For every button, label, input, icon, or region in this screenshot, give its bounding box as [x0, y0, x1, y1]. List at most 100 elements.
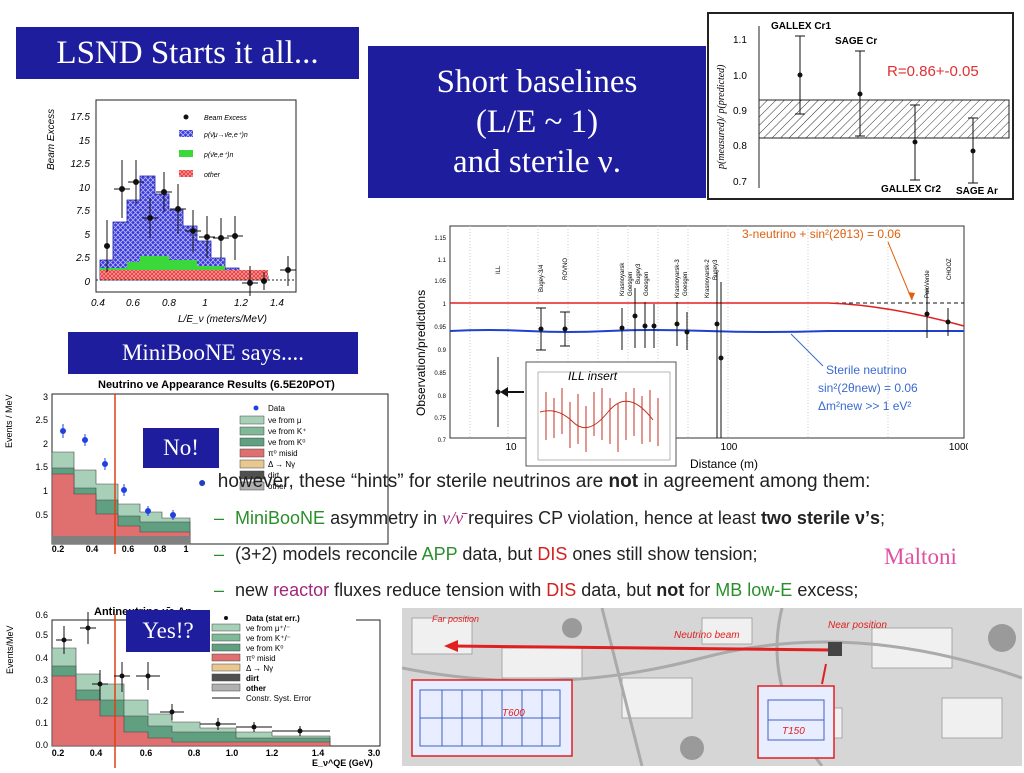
sub1-t3: ;: [880, 508, 886, 528]
gallex-tick-1: 1.1: [733, 35, 747, 46]
sub1-t2: requires CP violation, hence at least: [463, 508, 761, 528]
anu-xtick-7: 1.4: [312, 748, 325, 758]
anu-legend: Data (stat err.) νe from μ⁺/⁻ νe from K⁺…: [206, 614, 356, 710]
lsnd-legend-1: Beam Excess: [204, 115, 247, 122]
nu-legend-1: Data: [268, 404, 285, 413]
anu-legend-3: νe from K⁺/⁻: [246, 634, 291, 643]
reactor-ylabel: Observation/predictions: [414, 290, 428, 416]
title-box: LSND Starts it all...: [16, 27, 359, 79]
reactor-exp-6: Bugey3: [636, 263, 642, 284]
lsnd-legend-4: other: [204, 172, 221, 179]
reactor-blue-line: [449, 329, 964, 333]
sub2-t1: (3+2) models reconcile: [235, 544, 422, 564]
no-text: No!: [163, 435, 199, 460]
gallex-label-1: GALLEX Cr1: [771, 21, 831, 32]
map-label-far: Far position: [432, 614, 479, 624]
lsnd-ytick-2: 15: [79, 136, 91, 147]
bullet-sub-3: – new reactor fluxes reduce tension with…: [214, 580, 858, 601]
bullet-dash-2: –: [214, 544, 225, 564]
miniboone-text: MiniBooNE says....: [121, 340, 305, 365]
lsnd-xtick-1: 0.4: [91, 298, 105, 309]
reactor-exp-2: Bugey-3/4: [539, 264, 545, 292]
yes-text: Yes!?: [142, 618, 194, 643]
reactor-ytick-8: 0.8: [438, 394, 447, 400]
t600-detector: T600: [411, 679, 573, 757]
nu-ytick-6: 0.5: [35, 510, 48, 520]
lsnd-ytick-4: 10: [79, 183, 91, 194]
anu-xtick-8: 3.0: [368, 748, 381, 758]
lsnd-ytick-7: 2.5: [75, 253, 90, 264]
reactor-exp-1: ILL: [496, 265, 502, 274]
lsnd-xtick-4: 1: [202, 298, 208, 309]
sub3-t4: for: [684, 580, 716, 600]
reactor-xtick-2: 100: [721, 442, 738, 453]
nu-xtick-1: 0.2: [52, 544, 65, 554]
lsnd-xtick-5: 1.2: [234, 298, 248, 309]
reactor-ytick-1: 1.15: [434, 236, 446, 242]
nu-ytick-3: 2: [43, 439, 48, 449]
sub3-t1: new: [235, 580, 274, 600]
anu-xlabel: E_ν^QE (GeV): [312, 758, 373, 768]
gallex-annotation: R=0.86+-0.05: [887, 63, 979, 80]
bullet-main-bold: not: [608, 471, 639, 492]
anu-legend-1: Data (stat err.): [246, 614, 300, 623]
sub1-bold: two sterile ν’s: [760, 508, 880, 528]
nu-legend-6: Δ → Nγ: [268, 460, 295, 469]
lsnd-ytick-8: 0: [84, 277, 90, 288]
center-line-1: Short baselines: [436, 64, 638, 100]
lsnd-ytick-1: 17.5: [71, 112, 91, 123]
anu-legend-5: π⁰ misid: [246, 654, 276, 663]
sub3-dis: DIS: [546, 580, 577, 600]
reactor-xlabel: Distance (m): [690, 457, 758, 471]
nu-xtick-3: 0.6: [122, 544, 135, 554]
map-label-near: Near position: [828, 620, 887, 631]
reactor-ytick-4: 1: [443, 302, 447, 308]
gallex-label-2: SAGE Cr: [835, 36, 877, 47]
lsnd-xtick-6: 1.4: [270, 298, 284, 309]
lsnd-red-hist: [100, 270, 268, 280]
bullet-main: ● however, these “hints” for sterile neu…: [198, 471, 870, 493]
gallex-tick-2: 1.0: [733, 71, 747, 82]
nu-legend-8: other: [268, 482, 287, 491]
reactor-ann-sterile-2: sin²(2θnew) = 0.06: [818, 381, 918, 395]
sub3-t2: fluxes reduce tension with: [329, 580, 547, 600]
nu-legend-3: νe from K⁺: [268, 427, 306, 436]
t150-detector: T150: [757, 685, 835, 759]
anu-ytick-3: 0.4: [35, 653, 48, 663]
anu-data-points: [56, 612, 330, 736]
lsnd-ylabel: Beam Excess: [46, 109, 57, 170]
gallex-chart: p(measured)/ p(predicted) 1.1 1.0 0.9 0.…: [707, 12, 1014, 200]
map-label-beam: Neutrino beam: [674, 630, 740, 641]
nu-ytick-1: 3: [43, 392, 48, 402]
lsnd-ytick-5: 7.5: [76, 206, 90, 217]
nu-legend-4: νe from K⁰: [268, 438, 305, 447]
lsnd-xlabel: L/E_ν (meters/MeV): [178, 314, 267, 325]
anu-ytick-6: 0.1: [35, 718, 48, 728]
reactor-xtick-1: 10: [505, 442, 517, 453]
sub2-t3: ones still show tension;: [567, 544, 758, 564]
anu-xtick-1: 0.2: [52, 748, 65, 758]
gallex-label-3: GALLEX Cr2: [881, 184, 941, 195]
lsnd-legend-3: p(ν̄e,e⁺)n: [203, 152, 233, 159]
nu-xtick-4: 0.8: [154, 544, 167, 554]
nu-ytick-5: 1: [43, 486, 48, 496]
bullet-dash-3: –: [214, 580, 225, 600]
lsnd-ytick-6: 5: [84, 230, 90, 241]
lsnd-xtick-3: 0.8: [162, 298, 176, 309]
lsnd-chart: Beam Excess 17.5 15 12.5 10 7.5 5 2.5 0: [38, 90, 308, 330]
anu-xtick-3: 0.6: [140, 748, 153, 758]
reactor-ann-sterile-3: Δm²new >> 1 eV²: [818, 399, 911, 413]
reactor-exp-9: Goesgen: [683, 272, 689, 296]
lsnd-data-points: [104, 160, 296, 296]
sub1-miniboone: MiniBooNE: [235, 508, 326, 528]
lsnd-blue-hist: [99, 175, 269, 281]
bullet-main-pre: however, these “hints” for sterile neutr…: [217, 471, 609, 492]
nu-legend-7: dirt: [268, 471, 280, 480]
lsnd-legend-2: p(ν̄μ→ν̄e,e⁺)n: [203, 132, 248, 139]
anu-chart: Antineutrino ν̄e Ap Events/MeV 0.6 0.5 0…: [0, 604, 392, 768]
center-box: Short baselines (L/E ~ 1) and sterile ν.: [368, 46, 706, 198]
anu-ytick-7: 0.0: [35, 740, 48, 750]
reactor-ytick-10: 0.7: [438, 438, 447, 444]
anu-ytick-5: 0.2: [35, 696, 48, 706]
reactor-exp-11: Bugey3: [713, 259, 719, 280]
